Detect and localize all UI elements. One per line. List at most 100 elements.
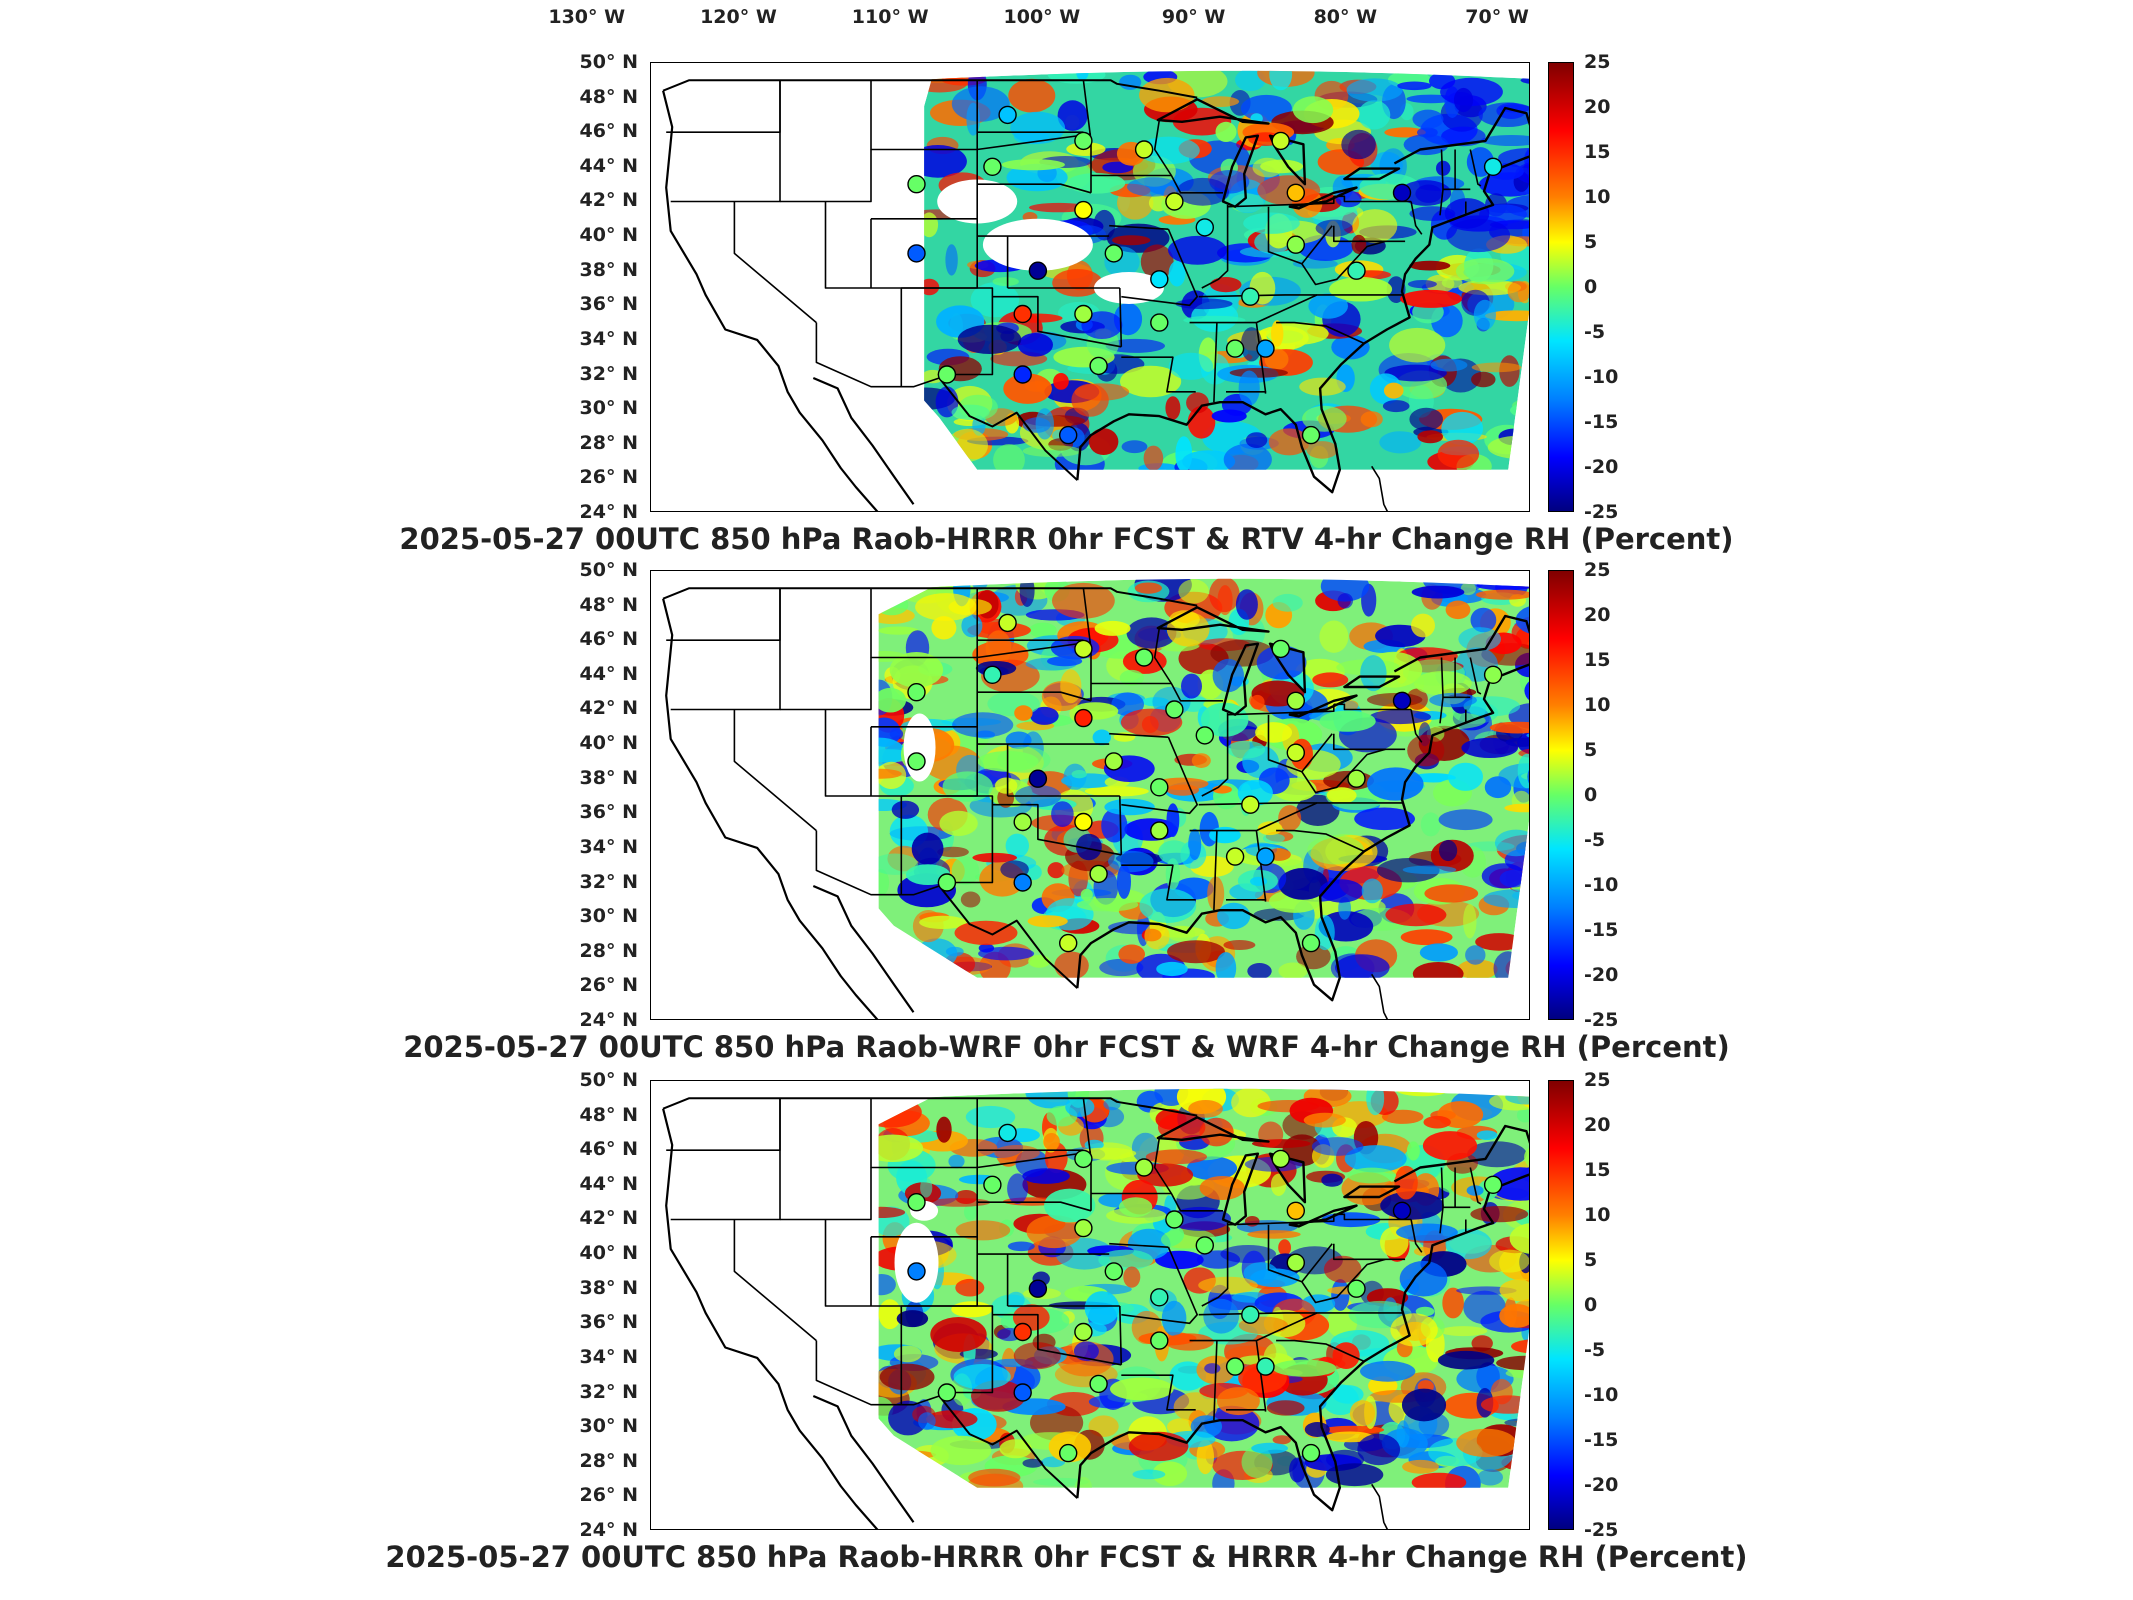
coastline <box>1371 973 1389 1019</box>
colorbar <box>1548 62 1574 512</box>
colorbar-tick-label: 10 <box>1584 186 1611 208</box>
colorbar-tick-label: 15 <box>1584 141 1611 163</box>
panel-caption: 2025-05-27 00UTC 850 hPa Raob-HRRR 0hr F… <box>399 522 1734 556</box>
state-boundary <box>1469 149 1482 187</box>
state-boundary <box>977 641 1092 659</box>
raob-station-marker <box>1241 287 1260 306</box>
colorbar-tick-label: 5 <box>1584 739 1598 761</box>
latitude-label: 38° N <box>579 258 638 281</box>
colorbar-tick-label: 5 <box>1584 1249 1598 1271</box>
latitude-label: 26° N <box>579 974 638 997</box>
panel-caption: 2025-05-27 00UTC 850 hPa Raob-HRRR 0hr F… <box>385 1540 1748 1574</box>
latitude-label: 48° N <box>579 85 638 108</box>
latitude-label: 28° N <box>579 431 638 454</box>
raob-station-marker <box>1392 1201 1412 1221</box>
state-boundary <box>1119 795 1123 855</box>
latitude-label: 42° N <box>579 697 638 720</box>
raob-station-marker <box>1286 235 1305 254</box>
state-boundary <box>1201 712 1229 797</box>
border-line <box>938 377 1078 481</box>
raob-station-marker <box>1256 339 1275 358</box>
coastline <box>812 376 915 505</box>
raob-station-marker <box>1074 708 1093 728</box>
colorbar-tick-label: -5 <box>1584 829 1606 851</box>
latitude-label: 48° N <box>579 1103 638 1126</box>
latitude-label: 42° N <box>579 1207 638 1230</box>
state-boundary <box>1121 864 1196 901</box>
state-boundary <box>1213 830 1218 911</box>
raob-station-marker <box>998 1123 1017 1143</box>
colorbar-tick-label: -20 <box>1584 964 1619 986</box>
latitude-label: 46° N <box>579 628 638 651</box>
raob-station-marker <box>1347 261 1366 280</box>
longitude-label: 90° W <box>1161 6 1226 28</box>
raob-station-marker <box>998 105 1017 125</box>
border-line <box>662 587 1198 607</box>
raob-station-marker <box>1286 1201 1305 1221</box>
state-boundary <box>992 295 1122 348</box>
state-boundary <box>815 322 940 388</box>
raob-station-marker <box>983 1175 1002 1195</box>
raob-station-marker <box>907 1192 926 1212</box>
raob-station-marker <box>1241 795 1260 814</box>
latitude-label: 34° N <box>579 1345 638 1368</box>
colorbar-tick-label: 25 <box>1584 51 1611 73</box>
state-boundary <box>824 1219 902 1307</box>
raob-station-marker <box>1165 192 1184 211</box>
latitude-label: 32° N <box>579 870 638 893</box>
raob-station-marker <box>1013 1383 1032 1402</box>
raob-station-marker <box>1074 812 1093 832</box>
lake-outline <box>1221 642 1260 716</box>
coastline <box>812 884 915 1013</box>
colorbar-tick-label: -20 <box>1584 456 1619 478</box>
lake-outline <box>1221 134 1260 208</box>
raob-station-marker <box>1286 1253 1305 1272</box>
state-boundary <box>1226 390 1267 394</box>
colorbar-tick-label: 15 <box>1584 1159 1611 1181</box>
state-boundary <box>824 201 902 289</box>
latitude-label: 38° N <box>579 1276 638 1299</box>
border-line <box>938 1395 1078 1499</box>
raob-station-marker <box>1256 1357 1275 1376</box>
raob-station-marker <box>907 1262 926 1281</box>
latitude-label: 34° N <box>579 327 638 350</box>
state-boundary <box>1198 1312 1318 1316</box>
raob-station-marker <box>937 873 957 892</box>
latitude-label: 40° N <box>579 732 638 755</box>
raob-station-marker <box>907 244 926 263</box>
state-boundary <box>977 133 1092 151</box>
raob-station-marker <box>907 174 926 194</box>
lake-outline <box>1156 1116 1270 1143</box>
longitude-label: 70° W <box>1465 6 1529 28</box>
colorbar-tick-label: -5 <box>1584 321 1606 343</box>
state-boundary <box>1410 1219 1423 1253</box>
raob-station-marker <box>1301 425 1321 445</box>
raob-station-marker <box>1013 1322 1032 1342</box>
raob-station-marker <box>1074 1149 1093 1169</box>
map-frame <box>650 62 1530 512</box>
state-boundary <box>1153 1137 1223 1212</box>
colorbar-tick-label: -15 <box>1584 1429 1619 1451</box>
latitude-label: 24° N <box>579 1519 638 1541</box>
latitude-label: 30° N <box>579 397 638 420</box>
raob-station-marker <box>1286 691 1305 711</box>
state-boundary <box>1469 1167 1482 1205</box>
latitude-label: 30° N <box>579 905 638 928</box>
raob-station-marker <box>1059 933 1078 953</box>
raob-station-marker <box>1165 1210 1184 1229</box>
raob-station-marker <box>1150 270 1169 289</box>
state-boundary <box>666 80 781 133</box>
raob-station-marker <box>1483 665 1503 685</box>
state-boundary <box>670 80 781 203</box>
raob-station-marker <box>1256 847 1275 866</box>
raob-station-marker <box>1074 1322 1093 1342</box>
raob-station-marker <box>1013 873 1032 892</box>
raob-station-marker <box>1150 313 1169 332</box>
latitude-label: 26° N <box>579 466 638 489</box>
colorbar-tick-label: 20 <box>1584 1114 1611 1136</box>
longitude-label: 110° W <box>851 6 929 28</box>
raob-station-marker <box>1134 1158 1154 1177</box>
latitude-label: 24° N <box>579 1009 638 1031</box>
latitude-label: 32° N <box>579 1380 638 1403</box>
state-boundary <box>1213 1340 1218 1421</box>
